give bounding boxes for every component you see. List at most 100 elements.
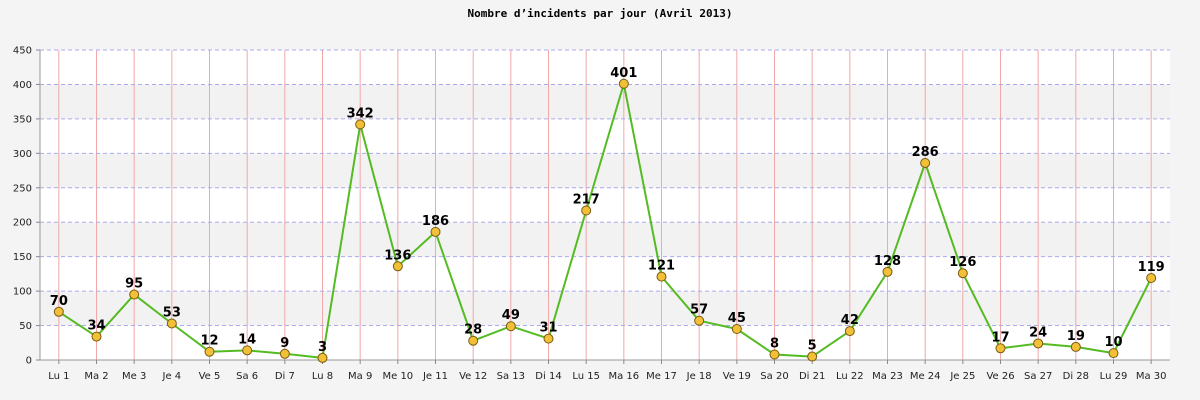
chart-title: Nombre d’incidents par jour (Avril 2013) — [468, 7, 733, 20]
data-label: 217 — [573, 193, 600, 208]
data-point — [430, 226, 441, 237]
x-tick-label: Ma 9 — [348, 371, 372, 382]
data-point — [468, 335, 479, 346]
data-point — [242, 345, 253, 356]
data-label: 5 — [808, 339, 817, 354]
data-label: 49 — [502, 308, 520, 323]
data-point — [279, 348, 290, 359]
data-point — [807, 351, 818, 362]
data-point — [1070, 341, 1081, 352]
data-label: 126 — [949, 255, 976, 270]
data-point — [1033, 338, 1044, 349]
plot-band — [40, 187, 1170, 223]
data-label: 3 — [318, 340, 327, 355]
data-label: 28 — [464, 323, 482, 338]
data-label: 34 — [87, 319, 105, 334]
y-tick-label: 150 — [13, 252, 32, 263]
data-point — [505, 321, 516, 332]
y-tick-label: 300 — [13, 149, 32, 160]
x-tick-label: Sa 20 — [760, 371, 788, 382]
x-tick-label: Me 17 — [646, 371, 677, 382]
x-tick-label: Ve 5 — [199, 371, 221, 382]
x-tick-label: Ma 2 — [84, 371, 108, 382]
x-tick-label: Ma 23 — [872, 371, 903, 382]
data-point — [618, 78, 629, 89]
y-tick-label: 100 — [13, 287, 32, 298]
data-label: 9 — [280, 336, 289, 351]
y-tick-label: 200 — [13, 218, 32, 229]
series-line — [58, 82, 1153, 359]
data-label: 401 — [610, 66, 637, 81]
data-point — [204, 346, 215, 357]
x-tick-label: Di 7 — [275, 371, 295, 382]
x-tick-label: Lu 29 — [1100, 371, 1128, 382]
data-point — [392, 261, 403, 272]
x-tick-label: Je 25 — [949, 371, 975, 382]
x-tick-label: Je 18 — [686, 371, 712, 382]
data-point — [581, 205, 592, 216]
data-label: 128 — [874, 254, 901, 269]
data-point — [844, 326, 855, 337]
data-label: 45 — [728, 311, 746, 326]
data-point — [882, 266, 893, 277]
plot-band — [40, 325, 1170, 360]
data-point — [355, 119, 366, 130]
data-point — [656, 271, 667, 282]
data-label: 42 — [841, 313, 859, 328]
y-tick-label: 400 — [13, 80, 32, 91]
data-label: 121 — [648, 259, 675, 274]
data-label: 342 — [347, 106, 374, 121]
data-point — [731, 324, 742, 334]
plot-band — [40, 291, 1170, 326]
data-label: 8 — [770, 336, 779, 351]
data-point — [91, 331, 102, 342]
plot-band — [40, 153, 1170, 188]
data-point — [1146, 273, 1157, 284]
y-tick-label: 450 — [13, 46, 32, 57]
x-tick-label: Je 4 — [162, 371, 182, 382]
x-tick-label: Me 10 — [382, 371, 413, 382]
data-label: 12 — [200, 334, 218, 349]
data-point — [1108, 348, 1119, 359]
x-tick-label: Je 11 — [422, 371, 448, 382]
data-label: 136 — [384, 248, 411, 263]
data-point — [317, 352, 328, 363]
plot-band — [40, 256, 1170, 292]
x-tick-label: Ve 19 — [723, 371, 751, 382]
data-point — [694, 315, 705, 326]
x-tick-label: Ma 16 — [608, 371, 639, 382]
x-tick-label: Me 24 — [910, 371, 941, 382]
plot-band — [40, 50, 1170, 85]
x-tick-label: Ve 12 — [459, 371, 487, 382]
plot-band — [40, 84, 1170, 119]
data-label: 286 — [912, 145, 939, 160]
x-tick-label: Ve 26 — [986, 371, 1014, 382]
x-tick-label: Lu 1 — [48, 371, 69, 382]
data-label: 57 — [690, 303, 708, 318]
data-label: 24 — [1029, 325, 1047, 340]
data-point — [129, 289, 140, 300]
x-tick-label: Di 21 — [799, 371, 825, 382]
y-tick-label: 250 — [13, 183, 32, 194]
data-point — [920, 157, 931, 168]
y-tick-label: 350 — [13, 114, 32, 125]
x-tick-label: Sa 13 — [497, 371, 525, 382]
x-tick-label: Me 3 — [122, 371, 146, 382]
data-label: 10 — [1104, 335, 1122, 350]
data-label: 19 — [1067, 329, 1085, 344]
x-tick-label: Lu 15 — [572, 371, 600, 382]
x-tick-label: Sa 27 — [1024, 371, 1052, 382]
x-tick-label: Di 28 — [1063, 371, 1089, 382]
data-point — [957, 268, 968, 279]
data-label: 53 — [163, 305, 181, 320]
data-point — [769, 349, 780, 360]
data-label: 95 — [125, 277, 143, 292]
x-tick-label: Di 14 — [535, 371, 561, 382]
data-point — [995, 343, 1006, 354]
x-tick-label: Lu 22 — [836, 371, 864, 382]
x-tick-label: Ma 30 — [1136, 371, 1167, 382]
data-point — [543, 333, 554, 344]
x-tick-label: Lu 8 — [312, 371, 333, 382]
data-label: 17 — [991, 330, 1009, 345]
